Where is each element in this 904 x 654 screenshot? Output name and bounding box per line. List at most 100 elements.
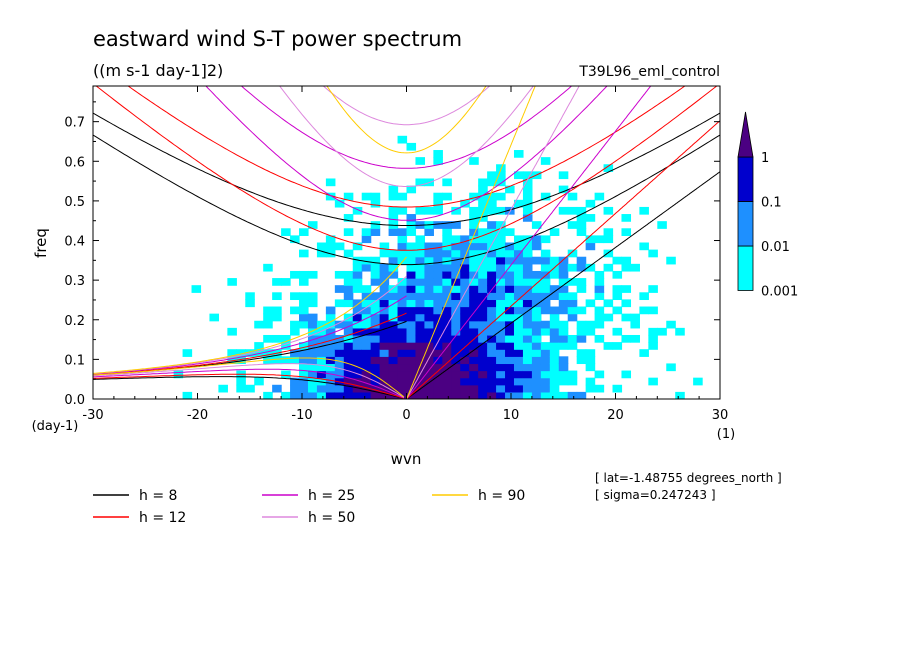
power-cell (299, 363, 309, 372)
power-cell (513, 384, 524, 393)
power-cell (496, 270, 506, 279)
power-cell (612, 306, 623, 315)
power-cell (478, 334, 488, 343)
power-cell (361, 235, 372, 244)
curve-h12-rossby (93, 373, 405, 399)
power-cell (451, 342, 461, 350)
power-cell (513, 292, 524, 301)
power-cell (451, 270, 461, 279)
power-cell (496, 192, 506, 201)
power-cell (460, 363, 470, 372)
power-cell (290, 327, 300, 336)
power-cell (406, 342, 417, 350)
power-cell (272, 278, 282, 286)
power-cell (361, 349, 372, 357)
power-cell (442, 192, 452, 201)
y-tick-label: 0.4 (64, 235, 85, 250)
power-cell (281, 370, 291, 379)
power-cell (522, 292, 533, 301)
power-cell (531, 384, 542, 393)
power-cell (325, 349, 336, 357)
power-cell (379, 370, 390, 379)
power-cell (675, 391, 685, 399)
power-cell (451, 299, 461, 308)
power-cell (316, 327, 327, 336)
power-cell (666, 363, 676, 372)
power-cell (433, 192, 443, 201)
power-cell (370, 192, 381, 201)
power-cell (469, 299, 479, 308)
power-cell (522, 299, 533, 308)
power-cell (424, 263, 434, 272)
power-cell (361, 263, 372, 272)
power-cell (540, 157, 551, 165)
power-cell (272, 334, 282, 343)
power-cell (513, 171, 524, 180)
power-cell (352, 370, 363, 379)
power-cell (343, 327, 354, 336)
power-cell (513, 334, 524, 343)
power-cell (236, 384, 246, 393)
power-cell (424, 256, 434, 265)
power-cell (469, 192, 479, 201)
power-cell (272, 306, 282, 315)
power-cell (531, 327, 542, 336)
power-cell (361, 334, 372, 343)
power-cell (576, 256, 587, 265)
power-cell (316, 242, 327, 251)
power-cell (522, 391, 533, 399)
power-cell (254, 342, 264, 350)
power-cell (522, 235, 533, 244)
power-cell (460, 256, 470, 265)
power-cell (567, 299, 578, 308)
power-cell (522, 270, 533, 279)
power-cell (540, 349, 551, 357)
power-cell (513, 363, 524, 372)
power-cell (469, 278, 479, 286)
power-cell (522, 214, 533, 222)
power-cell (397, 135, 408, 144)
power-cell (451, 391, 461, 399)
power-cell (621, 334, 632, 343)
curve-h50-kelvin (406, 86, 580, 399)
power-cell (272, 384, 282, 393)
power-cell (316, 363, 327, 372)
power-cell (522, 327, 533, 336)
power-cell (316, 370, 327, 379)
power-cell (639, 306, 649, 315)
power-cell (469, 370, 479, 379)
power-cell (415, 235, 426, 244)
power-cell (540, 320, 551, 329)
x-tick-label: -30 (82, 408, 103, 423)
power-cell (603, 342, 614, 350)
power-cell (540, 306, 551, 315)
power-cell (505, 249, 515, 258)
power-cell (469, 228, 479, 236)
power-cell (549, 342, 560, 350)
power-cell (513, 150, 524, 158)
power-cell (334, 320, 345, 329)
power-cell (567, 192, 578, 201)
power-cell (388, 185, 399, 194)
power-cell (567, 370, 578, 379)
power-cell (406, 263, 417, 272)
power-cell (469, 349, 479, 357)
power-cell (558, 278, 569, 286)
power-cell (531, 292, 542, 301)
power-cell (352, 384, 363, 393)
power-cell (290, 391, 300, 399)
curve-h8-rossby (93, 376, 405, 399)
power-cell (585, 214, 596, 222)
legend: h = 8 h = 12 h = 25 h = 50 h = 90 (93, 488, 525, 526)
power-cell (388, 249, 399, 258)
power-cell (370, 313, 381, 322)
power-cell (639, 292, 649, 301)
power-cell (343, 214, 354, 222)
power-cell (531, 299, 542, 308)
power-cell (576, 206, 587, 215)
power-cell (522, 320, 533, 329)
power-cell (460, 356, 470, 365)
power-cell (648, 327, 658, 336)
power-cell (281, 334, 291, 343)
power-cell (370, 256, 381, 265)
